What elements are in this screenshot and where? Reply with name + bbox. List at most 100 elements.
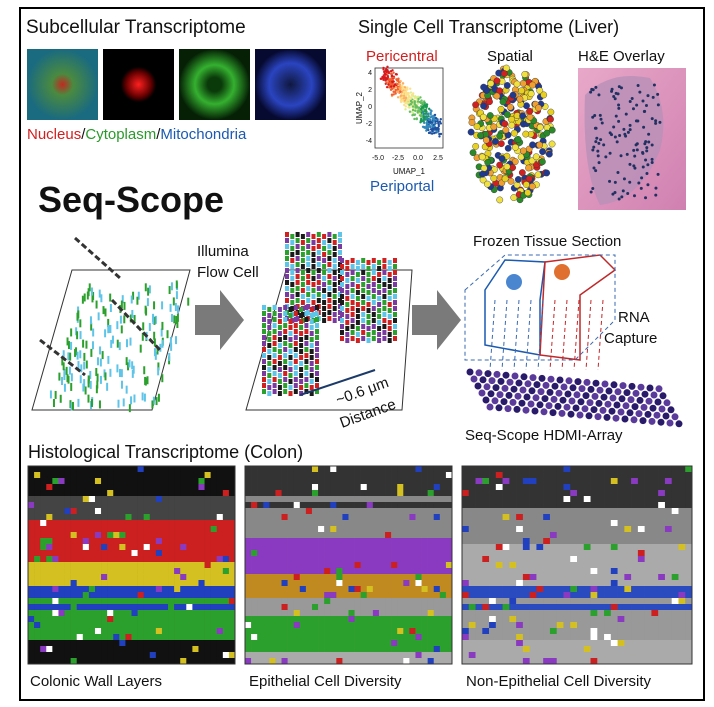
tissue-tile [529, 502, 537, 509]
tissue-tile [563, 598, 571, 605]
stack-cell [306, 268, 311, 273]
tissue-tile [281, 490, 288, 497]
tissue-tile [590, 580, 598, 587]
tissue-tile [70, 496, 78, 503]
tissue-tile [46, 580, 53, 587]
tissue-tile [299, 610, 307, 617]
tissue-tile [34, 562, 41, 569]
tissue-tile [330, 502, 337, 509]
array-spot [613, 401, 621, 409]
tissue-tile [433, 628, 441, 635]
stack-cell [377, 260, 382, 265]
tissue-tile [433, 484, 441, 491]
tissue-tile [82, 496, 90, 503]
tissue-tile [228, 580, 236, 587]
tissue-tile [658, 532, 666, 539]
tissue-tile [324, 658, 331, 665]
tissue-tile [58, 544, 65, 551]
array-spot [617, 408, 625, 416]
stack-cell [293, 305, 298, 310]
tissue-tile [198, 526, 205, 533]
tissue-tile [137, 622, 144, 629]
tissue-tile [257, 490, 264, 497]
axis-label: UMAP_1 [393, 167, 426, 176]
tissue-tile [46, 652, 53, 659]
tissue-tile [287, 550, 295, 557]
tissue-tile [88, 478, 96, 485]
tissue-tile [161, 592, 169, 599]
tissue-tile [664, 580, 673, 587]
tissue-tile [427, 544, 435, 551]
stack-cell [299, 319, 304, 324]
tissue-tile [161, 538, 169, 545]
stack-cell [387, 302, 392, 307]
umap-point [427, 128, 430, 132]
tissue-tile [502, 556, 510, 563]
tissue-tile [311, 658, 319, 665]
tissue-tile [311, 520, 319, 527]
tissue-tile [378, 502, 386, 509]
tissue-tile [257, 568, 264, 575]
tissue-tile [94, 646, 102, 653]
tissue-tile [509, 586, 517, 593]
tissue-tile [563, 562, 571, 569]
tissue-tile [28, 580, 35, 587]
tissue-tile [336, 532, 343, 539]
array-spot [531, 407, 539, 415]
tissue-tile [76, 478, 84, 485]
tissue-tile [631, 586, 639, 593]
tissue-tile [468, 574, 476, 581]
stack-cell [272, 383, 277, 388]
tissue-tile [263, 652, 270, 659]
stack-cell [382, 318, 387, 323]
stack-cell [361, 300, 366, 305]
tissue-tile [664, 592, 673, 599]
tissue-tile [64, 598, 71, 605]
he-cell [641, 151, 645, 155]
tissue-tile [137, 580, 144, 587]
tissue-tile [482, 562, 490, 569]
tissue-tile [192, 562, 199, 569]
tissue-tile [658, 544, 666, 551]
tissue-tile [76, 466, 84, 473]
tissue-tile [482, 616, 490, 623]
umap-point [426, 112, 430, 115]
tissue-tile [275, 508, 282, 515]
tissue-tile [101, 508, 108, 515]
umap-point [437, 121, 440, 125]
tissue-tile [366, 544, 374, 551]
tissue-tile [119, 490, 126, 497]
tissue-tile [617, 466, 625, 473]
tissue-tile [409, 484, 416, 491]
tissue-tile [583, 586, 591, 593]
umap-point [422, 108, 425, 111]
tissue-tile [330, 556, 337, 563]
tissue-tile [590, 622, 598, 629]
he-cells [589, 83, 662, 201]
tissue-tile [354, 622, 361, 629]
stack-cell [311, 252, 316, 257]
tissue-tile [251, 466, 258, 473]
tissue-tile [433, 592, 441, 599]
tissue-tile [107, 502, 114, 509]
stack-cell [306, 298, 311, 303]
tissue-tile [427, 562, 435, 569]
tissue-tile [397, 622, 404, 629]
tissue-tile [155, 652, 163, 659]
tissue-tile [107, 628, 114, 635]
tissue-tile [174, 568, 181, 575]
array-spot [623, 389, 631, 397]
tissue-tile [210, 574, 218, 581]
tissue-tile [427, 490, 435, 497]
tissue-tile [76, 508, 84, 515]
tissue-tile [198, 556, 205, 563]
umap-point [429, 113, 432, 116]
tissue-tile [330, 598, 337, 605]
tissue-tile [570, 520, 578, 527]
tissue-tile [46, 544, 53, 551]
tissue-tile [70, 562, 78, 569]
tissue-tile [475, 622, 483, 629]
tissue-tile [76, 610, 84, 617]
tissue-tile [583, 610, 591, 617]
tissue-tile [34, 538, 41, 545]
